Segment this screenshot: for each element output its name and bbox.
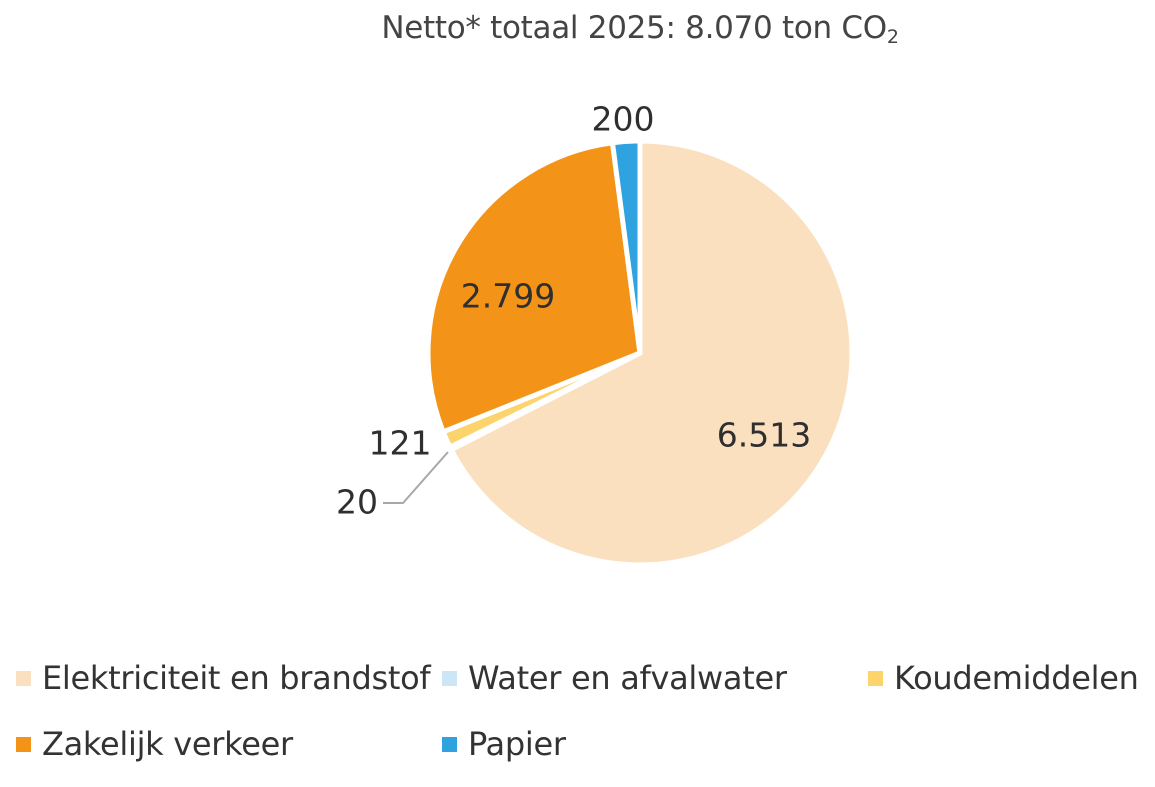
legend-label: Elektriciteit en brandstof xyxy=(42,659,431,697)
legend-item-elektriciteit: Elektriciteit en brandstof xyxy=(16,659,431,697)
data-label-koudemiddelen: 121 xyxy=(369,424,432,463)
legend-label: Papier xyxy=(468,725,566,763)
chart-title-subscript: 2 xyxy=(886,26,899,48)
chart-title-main: Netto* totaal 2025: 8.070 ton CO xyxy=(381,10,887,46)
data-label-zakelijk-verkeer: 2.799 xyxy=(461,277,555,316)
data-label-water: 20 xyxy=(336,483,378,522)
legend-item-koudemiddelen: Koudemiddelen xyxy=(868,659,1139,697)
legend-swatch xyxy=(16,670,31,686)
chart-title: Netto* totaal 2025: 8.070 ton CO2 xyxy=(0,10,1155,48)
legend-swatch xyxy=(868,670,883,686)
leader-line-water xyxy=(383,451,449,504)
pie-data-labels: 6.513 20 121 2.799 200 xyxy=(336,100,811,522)
legend-label: Koudemiddelen xyxy=(894,659,1139,697)
legend-label: Zakelijk verkeer xyxy=(42,725,293,763)
pie-slice-elektriciteit xyxy=(448,138,855,568)
legend-swatch xyxy=(442,670,457,686)
data-label-papier: 200 xyxy=(592,100,655,139)
legend-label: Water en afvalwater xyxy=(468,659,787,697)
legend-item-papier: Papier xyxy=(442,725,566,763)
pie-slice-papier xyxy=(609,138,643,356)
legend-swatch xyxy=(16,736,31,752)
legend-item-water: Water en afvalwater xyxy=(442,659,787,697)
legend-swatch xyxy=(442,736,457,752)
pie-slices xyxy=(425,138,855,568)
data-label-elektriciteit: 6.513 xyxy=(717,416,811,455)
legend-item-zakelijk-verkeer: Zakelijk verkeer xyxy=(16,725,293,763)
pie-slice-zakelijk-verkeer xyxy=(425,140,643,435)
